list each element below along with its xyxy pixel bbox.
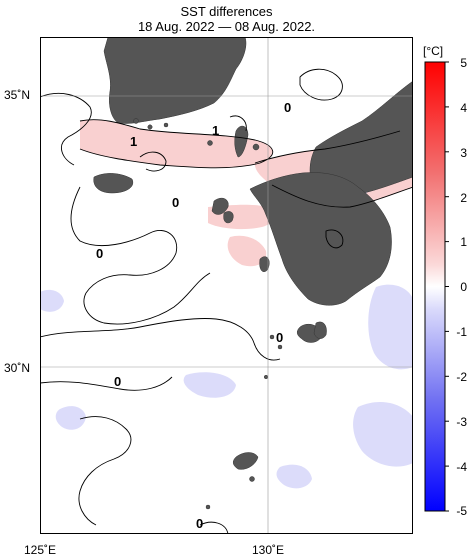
colorbar-tick-label: -2 bbox=[456, 370, 467, 384]
lat-label-30n: 30˚N bbox=[4, 361, 31, 375]
contour-label: 1 bbox=[212, 123, 219, 138]
colorbar-tick-label: 3 bbox=[460, 146, 467, 160]
contour-label: 0 bbox=[172, 195, 179, 210]
contour-label: 0 bbox=[196, 516, 203, 531]
contour-label: 0 bbox=[284, 100, 291, 115]
colorbar-tick-label: -4 bbox=[456, 460, 467, 474]
colorbar-tick-label: 1 bbox=[460, 235, 467, 249]
contour-lines bbox=[40, 68, 413, 534]
sst-map: 0 1 1 0 0 0 0 0 bbox=[40, 37, 413, 534]
lon-label-125e: 125˚E bbox=[24, 543, 57, 557]
colorbar-unit: [°C] bbox=[423, 44, 443, 58]
colorbar-ticks bbox=[445, 61, 449, 512]
contour-labels: 0 1 1 0 0 0 0 0 bbox=[96, 100, 291, 531]
lat-label-35n: 35˚N bbox=[4, 88, 31, 102]
map-date-range: 18 Aug. 2022 — 08 Aug. 2022. bbox=[137, 19, 316, 34]
colorbar-tick-label: 2 bbox=[460, 191, 467, 205]
lon-label-130e: 130˚E bbox=[252, 543, 285, 557]
graticule bbox=[40, 37, 413, 534]
colorbar-tick-label: -5 bbox=[456, 504, 467, 518]
map-title: SST differences bbox=[180, 4, 273, 19]
colorbar-tick-label: -1 bbox=[456, 325, 467, 339]
colorbar-gradient bbox=[424, 61, 446, 512]
colorbar: [°C] bbox=[423, 44, 449, 512]
contour-label: 1 bbox=[130, 134, 137, 149]
colorbar-tick-label: 4 bbox=[460, 101, 467, 115]
contour-label: 0 bbox=[114, 374, 121, 389]
colorbar-tick-label: 5 bbox=[460, 56, 467, 70]
contour-label: 0 bbox=[96, 246, 103, 261]
colorbar-tick-label: 0 bbox=[460, 280, 467, 294]
contour-label: 0 bbox=[276, 330, 283, 345]
colorbar-tick-label: -3 bbox=[456, 415, 467, 429]
map-frame bbox=[40, 37, 413, 534]
